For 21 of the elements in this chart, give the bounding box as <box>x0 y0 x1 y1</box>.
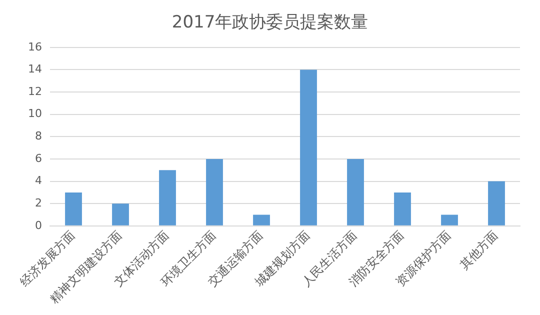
bar <box>488 181 505 226</box>
bar <box>65 192 82 226</box>
x-tick-label: 其他方面 <box>456 228 501 272</box>
y-tick-label: 4 <box>34 174 42 188</box>
bar <box>300 70 317 226</box>
bar <box>394 192 411 226</box>
y-tick-label: 8 <box>34 130 42 143</box>
y-tick-label: 16 <box>28 40 42 54</box>
bar <box>206 158 223 226</box>
bar <box>253 214 270 226</box>
bar <box>159 170 176 226</box>
bar <box>112 204 129 226</box>
y-tick-label: 10 <box>28 107 42 120</box>
bar <box>441 214 458 226</box>
y-tick-label: 12 <box>28 84 42 98</box>
bar <box>347 158 364 226</box>
chart-title: 2017年政协委员提案数量 <box>172 12 368 33</box>
y-tick-label: 14 <box>28 62 42 76</box>
y-tick-label: 2 <box>34 196 42 210</box>
y-tick-label: 0 <box>34 218 42 232</box>
y-tick-label: 6 <box>34 152 42 165</box>
